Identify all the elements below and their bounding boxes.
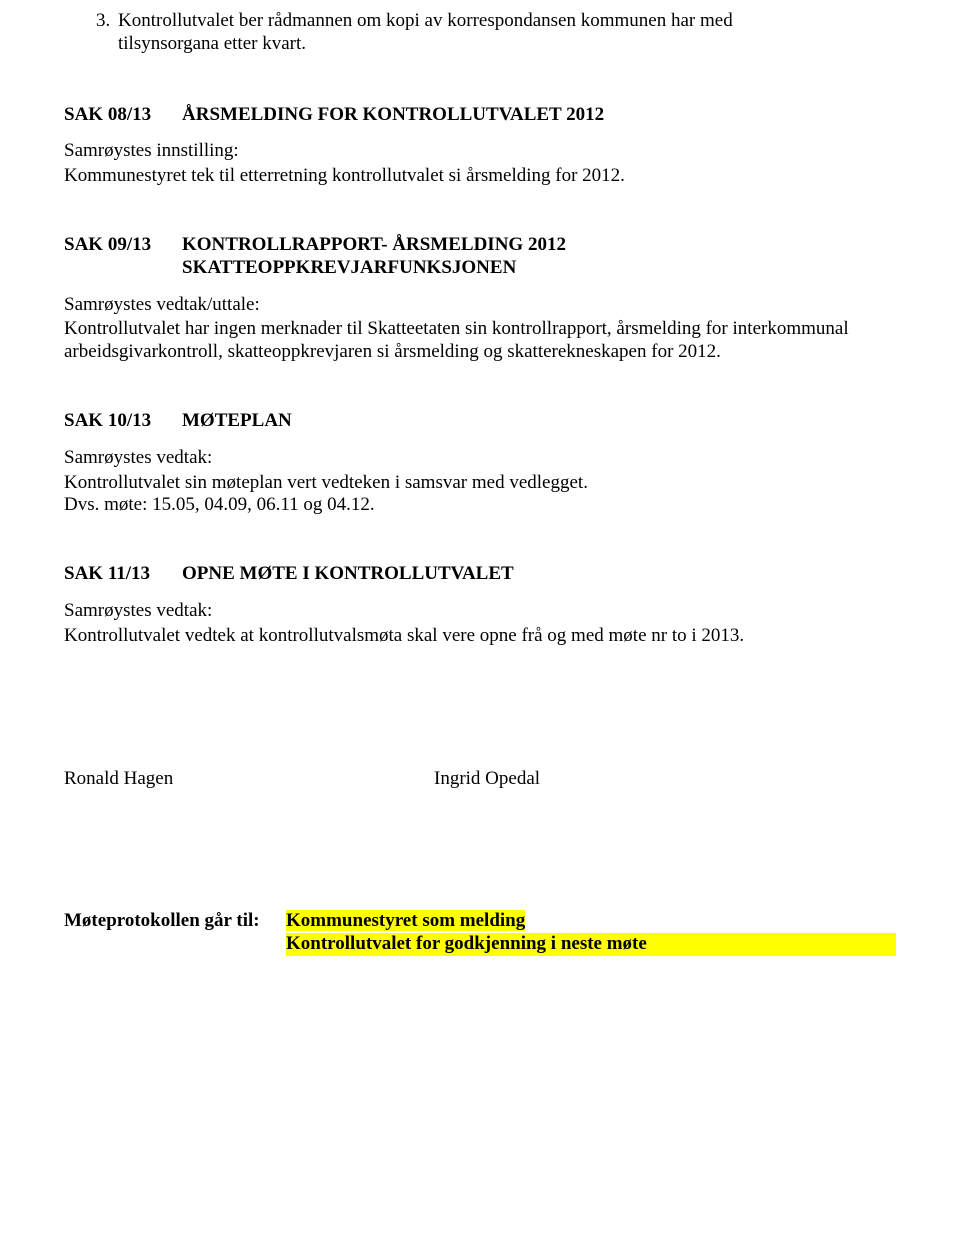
sak-code: SAK 09/13 bbox=[64, 234, 182, 257]
footer-distribution: Møteprotokollen går til:Kommunestyret so… bbox=[64, 910, 896, 956]
item-text-line2: tilsynsorgana etter kvart. bbox=[118, 33, 896, 56]
sak-08-subhead: Samrøystes innstilling: bbox=[64, 140, 896, 163]
sak-title-line1: KONTROLLRAPPORT- ÅRSMELDING 2012 bbox=[182, 234, 566, 255]
sak-09-subhead: Samrøystes vedtak/uttale: bbox=[64, 294, 896, 317]
signature-left: Ronald Hagen bbox=[64, 768, 434, 791]
item-text-line1: Kontrollutvalet ber rådmannen om kopi av… bbox=[118, 10, 733, 31]
sak-10-heading: SAK 10/13MØTEPLAN bbox=[64, 410, 896, 433]
numbered-item-3: 3.Kontrollutvalet ber rådmannen om kopi … bbox=[64, 10, 896, 56]
sak-10-subhead: Samrøystes vedtak: bbox=[64, 447, 896, 470]
sak-09-heading: SAK 09/13KONTROLLRAPPORT- ÅRSMELDING 201… bbox=[64, 234, 896, 280]
sak-10-body-line1: Kontrollutvalet sin møteplan vert vedtek… bbox=[64, 472, 896, 495]
signature-right: Ingrid Opedal bbox=[434, 768, 540, 789]
sak-code: SAK 11/13 bbox=[64, 563, 182, 586]
sak-code: SAK 08/13 bbox=[64, 104, 182, 127]
sak-11-body: Kontrollutvalet vedtek at kontrollutvals… bbox=[64, 625, 896, 648]
sak-code: SAK 10/13 bbox=[64, 410, 182, 433]
sak-title: ÅRSMELDING FOR KONTROLLUTVALET 2012 bbox=[182, 104, 604, 125]
sak-11-subhead: Samrøystes vedtak: bbox=[64, 600, 896, 623]
sak-08-body: Kommunestyret tek til etterretning kontr… bbox=[64, 165, 896, 188]
sak-10-section: SAK 10/13MØTEPLAN Samrøystes vedtak: Kon… bbox=[64, 410, 896, 517]
sak-09-section: SAK 09/13KONTROLLRAPPORT- ÅRSMELDING 201… bbox=[64, 234, 896, 364]
sak-08-heading: SAK 08/13ÅRSMELDING FOR KONTROLLUTVALET … bbox=[64, 104, 896, 127]
signatures: Ronald HagenIngrid Opedal bbox=[64, 768, 896, 791]
sak-09-body: Kontrollutvalet har ingen merknader til … bbox=[64, 318, 896, 364]
footer-highlight-line2: Kontrollutvalet for godkjenning i neste … bbox=[286, 933, 896, 956]
sak-title: OPNE MØTE I KONTROLLUTVALET bbox=[182, 563, 514, 584]
sak-title: MØTEPLAN bbox=[182, 410, 292, 431]
sak-title-line2: SKATTEOPPKREVJARFUNKSJONEN bbox=[182, 257, 896, 280]
sak-08-section: SAK 08/13ÅRSMELDING FOR KONTROLLUTVALET … bbox=[64, 104, 896, 188]
item-number: 3. bbox=[96, 10, 118, 33]
sak-11-section: SAK 11/13OPNE MØTE I KONTROLLUTVALET Sam… bbox=[64, 563, 896, 647]
footer-highlight-line1: Kommunestyret som melding bbox=[286, 910, 525, 931]
footer-label: Møteprotokollen går til: bbox=[64, 910, 286, 933]
sak-10-body-line2: Dvs. møte: 15.05, 04.09, 06.11 og 04.12. bbox=[64, 494, 896, 517]
sak-11-heading: SAK 11/13OPNE MØTE I KONTROLLUTVALET bbox=[64, 563, 896, 586]
